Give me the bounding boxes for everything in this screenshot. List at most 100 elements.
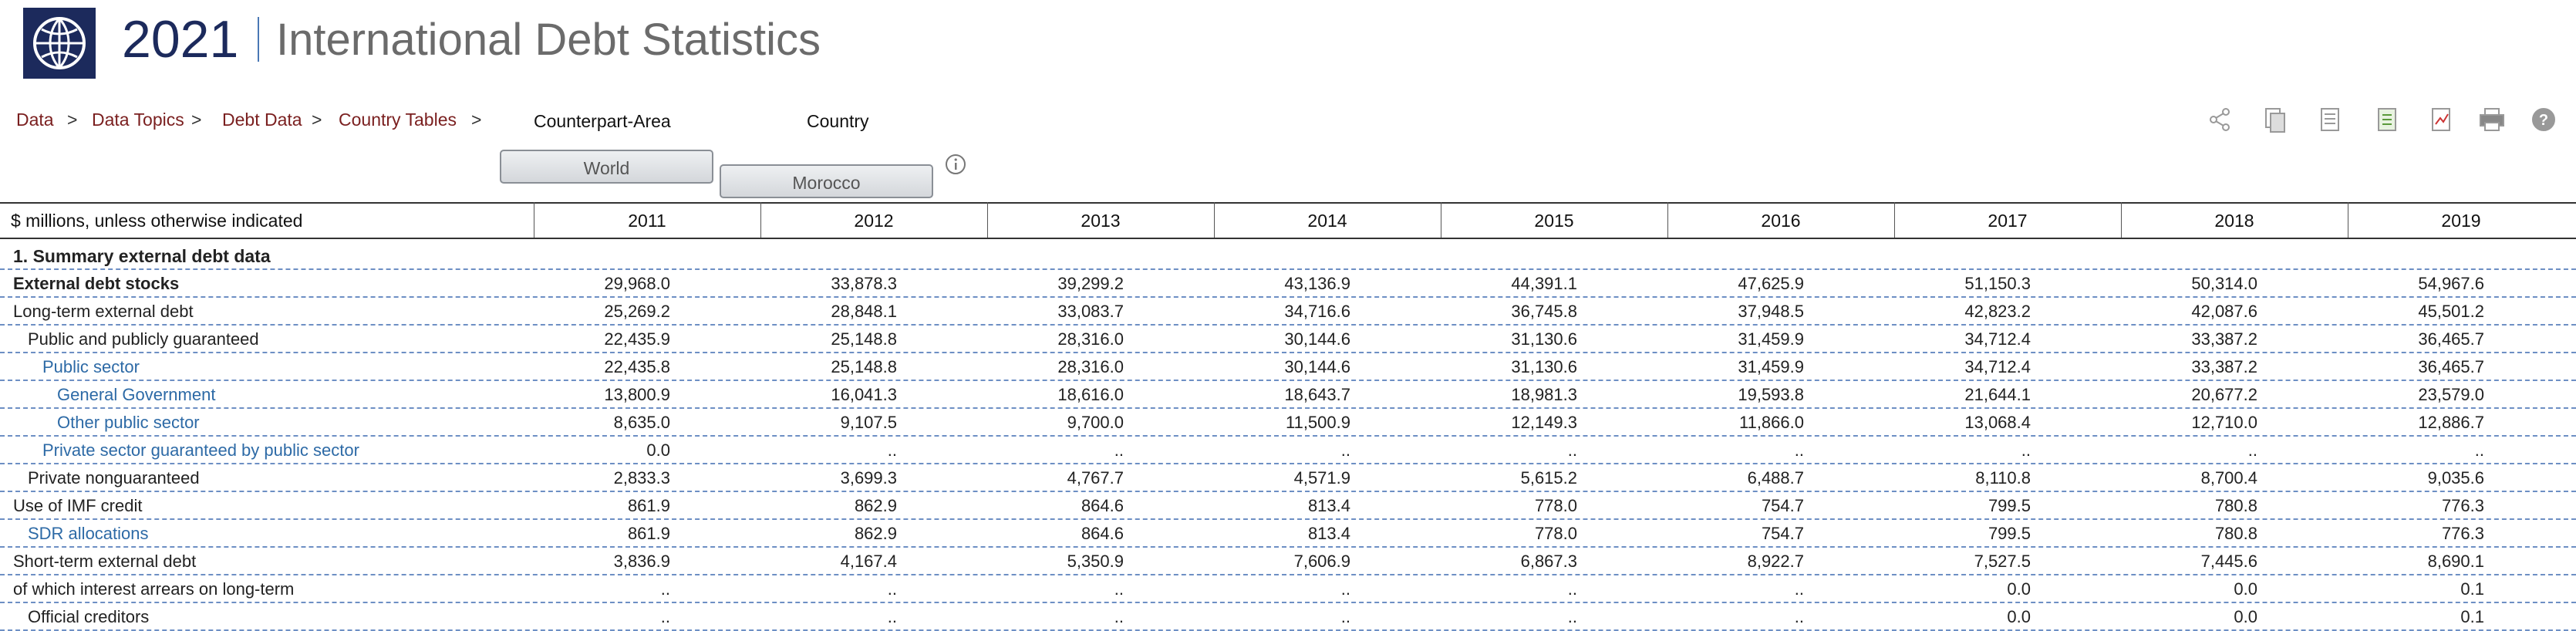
cell-value: 33,083.7: [1057, 302, 1124, 321]
cell-value: ..: [1794, 440, 1804, 460]
cell-value: 799.5: [1988, 496, 2031, 515]
excel-icon[interactable]: [2378, 108, 2396, 131]
cell-value: 0.0: [646, 440, 670, 460]
cell-value: 780.8: [2214, 524, 2257, 543]
help-icon[interactable]: ?: [2532, 108, 2555, 131]
cell-value: 36,745.8: [1511, 302, 1577, 321]
cell-value: ..: [887, 607, 897, 626]
cell-value: 799.5: [1988, 524, 2031, 543]
row-label[interactable]: SDR allocations: [28, 524, 149, 543]
cell-value: ..: [1114, 579, 1124, 599]
row-label[interactable]: General Government: [57, 385, 216, 404]
cell-value: 31,459.9: [1738, 329, 1804, 349]
row-divider: [0, 380, 2576, 381]
row-divider: [0, 518, 2576, 520]
counterpart-button[interactable]: World: [500, 150, 713, 184]
cell-value: ..: [1340, 607, 1350, 626]
year-header: 2013: [1081, 211, 1121, 231]
cell-value: 8,700.4: [2200, 468, 2257, 488]
share-icon[interactable]: [2210, 108, 2230, 131]
section-title: 1. Summary external debt data: [13, 246, 271, 266]
site-title: International Debt Statistics: [276, 15, 821, 65]
year-header: 2014: [1307, 211, 1347, 231]
cell-value: 776.3: [2441, 524, 2484, 543]
breadcrumb-separator: >: [471, 110, 482, 130]
cell-value: 34,712.4: [1964, 357, 2031, 376]
row-label: Use of IMF credit: [13, 496, 143, 515]
cell-value: 22,435.8: [604, 357, 670, 376]
table-icon[interactable]: [2321, 108, 2339, 131]
cell-value: 20,677.2: [2191, 385, 2257, 404]
cell-value: 8,110.8: [1975, 468, 2031, 488]
year-header: 2012: [854, 211, 894, 231]
year-header: 2011: [628, 211, 666, 231]
row-label[interactable]: Private sector guaranteed by public sect…: [42, 440, 359, 460]
unit-note: $ millions, unless otherwise indicated: [11, 211, 303, 231]
info-icon[interactable]: [944, 153, 967, 176]
pdf-icon[interactable]: [2432, 108, 2450, 131]
row-label: Official creditors: [28, 607, 150, 626]
cell-value: ..: [1567, 579, 1577, 599]
row-divider: [0, 602, 2576, 603]
column-divider: [2121, 202, 2122, 238]
cell-value: 18,616.0: [1057, 385, 1124, 404]
column-divider: [1667, 202, 1668, 238]
cell-value: 778.0: [1534, 524, 1577, 543]
cell-value: 51,150.3: [1964, 274, 2031, 293]
cell-value: 813.4: [1307, 524, 1350, 543]
row-label[interactable]: Public sector: [42, 357, 140, 376]
cell-value: 54,967.6: [2418, 274, 2484, 293]
cell-value: 4,167.4: [840, 552, 897, 571]
cell-value: 861.9: [627, 524, 670, 543]
svg-text:?: ?: [2539, 112, 2548, 129]
cell-value: ..: [2021, 440, 2031, 460]
breadcrumb-link[interactable]: Debt Data: [222, 110, 302, 130]
copy-icon[interactable]: [2265, 108, 2285, 133]
cell-value: 42,823.2: [1964, 302, 2031, 321]
cell-value: 31,130.6: [1511, 357, 1577, 376]
row-label[interactable]: Other public sector: [57, 413, 200, 432]
logo[interactable]: [23, 8, 96, 79]
cell-value: 8,922.7: [1747, 552, 1804, 571]
cell-value: 6,867.3: [1520, 552, 1577, 571]
cell-value: 31,130.6: [1511, 329, 1577, 349]
year-header: 2015: [1534, 211, 1574, 231]
cell-value: ..: [1340, 440, 1350, 460]
year-header: 2017: [1988, 211, 2028, 231]
country-button[interactable]: Morocco: [720, 164, 933, 198]
row-label: Private nonguaranteed: [28, 468, 200, 488]
breadcrumb-link[interactable]: Country Tables: [339, 110, 457, 130]
column-divider: [1894, 202, 1895, 238]
cell-value: 12,710.0: [2191, 413, 2257, 432]
cell-value: ..: [660, 607, 670, 626]
cell-value: 864.6: [1081, 496, 1124, 515]
cell-value: 3,836.9: [613, 552, 670, 571]
cell-value: ..: [1567, 607, 1577, 626]
print-icon[interactable]: [2480, 108, 2504, 131]
cell-value: 12,886.7: [2418, 413, 2484, 432]
cell-value: 0.1: [2460, 607, 2484, 626]
cell-value: ..: [887, 579, 897, 599]
cell-value: 34,712.4: [1964, 329, 2031, 349]
cell-value: 36,465.7: [2418, 329, 2484, 349]
cell-value: ..: [1340, 579, 1350, 599]
divider: [258, 17, 259, 62]
column-divider: [1214, 202, 1215, 238]
cell-value: 8,690.1: [2427, 552, 2484, 571]
cell-value: 45,501.2: [2418, 302, 2484, 321]
cell-value: 33,387.2: [2191, 329, 2257, 349]
cell-value: 0.1: [2460, 579, 2484, 599]
cell-value: 18,981.3: [1511, 385, 1577, 404]
cell-value: ..: [1114, 440, 1124, 460]
cell-value: 50,314.0: [2191, 274, 2257, 293]
cell-value: 37,948.5: [1738, 302, 1804, 321]
cell-value: 7,445.6: [2200, 552, 2257, 571]
cell-value: 47,625.9: [1738, 274, 1804, 293]
cell-value: 2,833.3: [613, 468, 670, 488]
cell-value: 28,316.0: [1057, 329, 1124, 349]
cell-value: 861.9: [627, 496, 670, 515]
breadcrumb-link[interactable]: Data Topics: [92, 110, 184, 130]
counterpart-label: Counterpart-Area: [534, 111, 671, 131]
breadcrumb-link[interactable]: Data: [16, 110, 54, 130]
row-label: Long-term external debt: [13, 302, 194, 321]
